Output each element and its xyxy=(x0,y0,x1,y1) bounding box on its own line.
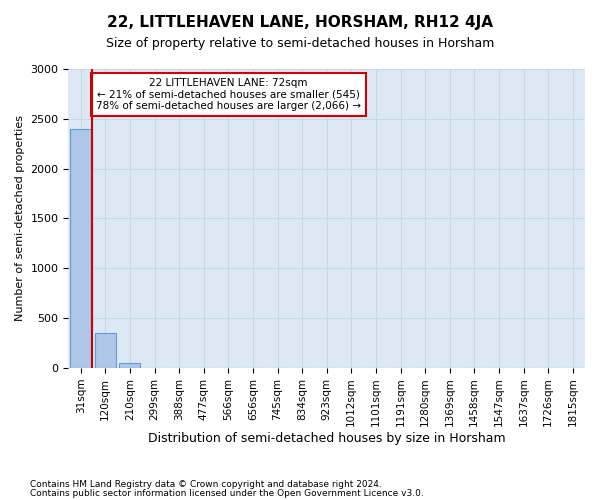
Text: 22, LITTLEHAVEN LANE, HORSHAM, RH12 4JA: 22, LITTLEHAVEN LANE, HORSHAM, RH12 4JA xyxy=(107,15,493,30)
Bar xyxy=(119,363,140,368)
X-axis label: Distribution of semi-detached houses by size in Horsham: Distribution of semi-detached houses by … xyxy=(148,432,506,445)
Text: 22 LITTLEHAVEN LANE: 72sqm
← 21% of semi-detached houses are smaller (545)
78% o: 22 LITTLEHAVEN LANE: 72sqm ← 21% of semi… xyxy=(96,78,361,111)
Text: Contains HM Land Registry data © Crown copyright and database right 2024.: Contains HM Land Registry data © Crown c… xyxy=(30,480,382,489)
Y-axis label: Number of semi-detached properties: Number of semi-detached properties xyxy=(15,116,25,322)
Text: Contains public sector information licensed under the Open Government Licence v3: Contains public sector information licen… xyxy=(30,488,424,498)
Text: Size of property relative to semi-detached houses in Horsham: Size of property relative to semi-detach… xyxy=(106,38,494,51)
Bar xyxy=(70,129,91,368)
Bar xyxy=(95,333,116,368)
